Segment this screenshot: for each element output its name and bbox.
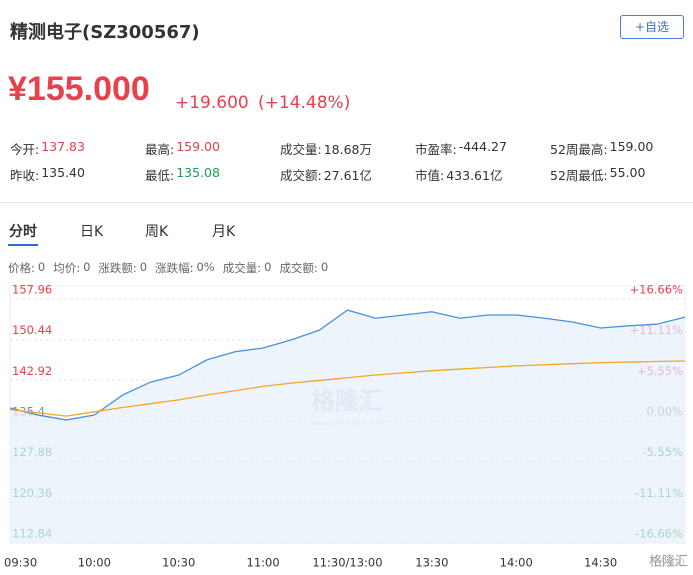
stock-title: 精测电子(SZ300567) bbox=[10, 22, 200, 43]
x-tick-label: 14:30 bbox=[584, 556, 617, 570]
tab[interactable]: 分时 bbox=[9, 224, 37, 240]
info-label: 涨跌额: bbox=[98, 261, 137, 275]
info-label: 涨跌幅: bbox=[155, 261, 194, 275]
stat-label: 昨收: bbox=[10, 168, 40, 183]
x-tick-label: 13:30 bbox=[415, 556, 448, 570]
info-label: 成交额: bbox=[279, 261, 318, 275]
stat-value: 27.61亿 bbox=[323, 168, 373, 183]
stat-value: 433.61亿 bbox=[446, 168, 503, 183]
stat-label: 今开: bbox=[10, 142, 40, 157]
x-tick-label: 11:00 bbox=[247, 556, 280, 570]
tab-underline bbox=[8, 244, 38, 246]
y2-tick-label: -5.55% bbox=[642, 445, 683, 459]
info-value: 0 bbox=[264, 260, 272, 274]
price: ¥155.000 bbox=[8, 70, 150, 108]
stat-value: 55.00 bbox=[609, 165, 646, 180]
separator bbox=[0, 202, 693, 203]
x-tick-label: 09:30 bbox=[4, 556, 37, 570]
watch-button[interactable]: +自选 bbox=[620, 15, 684, 39]
tab[interactable]: 周K bbox=[145, 224, 169, 240]
stat-value: -444.27 bbox=[458, 139, 507, 154]
y-tick-label: 157.96 bbox=[12, 283, 52, 297]
y-tick-label: 150.44 bbox=[12, 323, 52, 337]
x-tick-label: 11:30/13:00 bbox=[312, 556, 382, 570]
info-value: 0% bbox=[196, 260, 215, 274]
watermark: 格隆汇 bbox=[311, 387, 383, 415]
info-value: 0 bbox=[83, 260, 91, 274]
stat-label: 52周最低: bbox=[550, 168, 608, 183]
watermark-url: www.gelonghui.com bbox=[312, 420, 383, 428]
x-tick-label: 10:00 bbox=[78, 556, 111, 570]
change-pct: (+14.48%) bbox=[258, 93, 351, 113]
tab[interactable]: 月K bbox=[212, 224, 236, 240]
y-tick-label: 112.84 bbox=[12, 527, 52, 541]
y-tick-label: 135.4 bbox=[12, 405, 45, 419]
stat-value: 159.00 bbox=[176, 139, 220, 154]
y2-tick-label: -16.66% bbox=[635, 527, 683, 541]
change: +19.600 bbox=[175, 93, 249, 113]
y2-tick-label: +16.66% bbox=[630, 283, 684, 297]
y-tick-label: 127.88 bbox=[12, 445, 52, 459]
x-tick-label: 15:00 bbox=[652, 556, 685, 570]
stat-label: 52周最高: bbox=[550, 142, 608, 157]
stat-value: 135.08 bbox=[176, 165, 220, 180]
stat-label: 市值: bbox=[415, 168, 445, 183]
info-label: 均价: bbox=[53, 261, 81, 275]
average-line bbox=[9, 360, 686, 417]
stat-value: 18.68万 bbox=[323, 142, 373, 157]
y2-tick-label: 0.00% bbox=[646, 405, 683, 419]
info-value: 0 bbox=[320, 260, 329, 274]
stat-label: 成交量: bbox=[280, 142, 322, 157]
stat-value: 137.83 bbox=[41, 139, 85, 154]
x-tick-label: 14:00 bbox=[500, 556, 533, 570]
logo-box bbox=[618, 551, 690, 571]
price-area bbox=[10, 310, 685, 543]
info-value: 0 bbox=[139, 260, 148, 274]
info-label: 价格: bbox=[8, 261, 35, 275]
plot-border bbox=[9, 285, 686, 544]
info-label: 成交量: bbox=[222, 261, 262, 275]
stat-label: 最高: bbox=[145, 142, 175, 157]
stat-label: 成交额: bbox=[280, 168, 322, 183]
y-tick-label: 142.92 bbox=[12, 364, 52, 378]
tab[interactable]: 日K bbox=[80, 224, 104, 240]
stat-label: 市盈率: bbox=[415, 142, 457, 157]
price-line bbox=[9, 309, 686, 421]
logo: 格隆汇 bbox=[649, 554, 688, 570]
y2-tick-label: +5.55% bbox=[637, 364, 683, 378]
x-tick-label: 10:30 bbox=[162, 556, 195, 570]
stat-value: 135.40 bbox=[41, 165, 85, 180]
info-value: 0 bbox=[37, 260, 46, 274]
stat-value: 159.00 bbox=[609, 139, 654, 154]
y-tick-label: 120.36 bbox=[12, 486, 52, 500]
y2-tick-label: -11.11% bbox=[635, 486, 683, 500]
y2-tick-label: +11.11% bbox=[630, 323, 684, 337]
stat-label: 最低: bbox=[145, 168, 175, 183]
